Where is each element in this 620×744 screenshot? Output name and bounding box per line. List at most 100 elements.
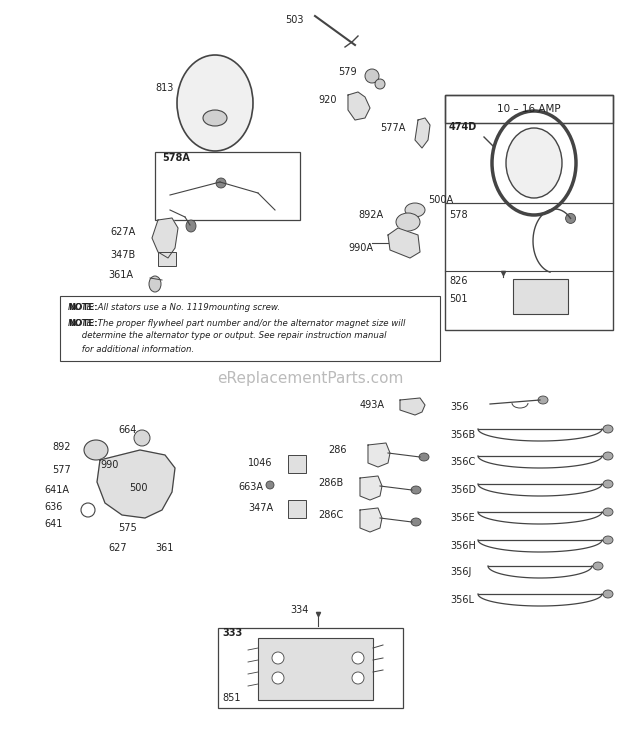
Ellipse shape [216, 178, 226, 188]
Polygon shape [348, 92, 370, 120]
Text: NOTE:: NOTE: [68, 318, 97, 327]
Text: 920: 920 [318, 95, 337, 105]
Ellipse shape [186, 220, 196, 232]
Text: determine the alternator type or output. See repair instruction manual: determine the alternator type or output.… [68, 332, 386, 341]
Text: 356B: 356B [450, 430, 476, 440]
Polygon shape [152, 218, 178, 258]
Bar [445, 95, 613, 330]
Text: 356H: 356H [450, 541, 476, 551]
Text: 1046: 1046 [248, 458, 273, 468]
Ellipse shape [603, 590, 613, 598]
Text: 356L: 356L [450, 595, 474, 605]
Text: 500: 500 [129, 483, 148, 493]
Text: 579: 579 [338, 67, 356, 77]
Text: 577: 577 [52, 465, 71, 475]
Text: 10 – 16 AMP: 10 – 16 AMP [497, 104, 561, 114]
Polygon shape [97, 450, 175, 518]
Ellipse shape [419, 453, 429, 461]
Text: 474D: 474D [449, 122, 477, 132]
Text: 503: 503 [285, 15, 304, 25]
Ellipse shape [266, 481, 274, 489]
Text: NOTE: All stators use a No. 1119mounting screw.: NOTE: All stators use a No. 1119mounting… [68, 304, 280, 312]
Bar [258, 638, 373, 700]
Polygon shape [360, 508, 382, 532]
Text: 286B: 286B [318, 478, 343, 488]
Text: 636: 636 [44, 502, 63, 512]
Ellipse shape [411, 486, 421, 494]
Text: 361A: 361A [108, 270, 133, 280]
Text: 333: 333 [222, 628, 242, 638]
Text: 664: 664 [118, 425, 136, 435]
Bar [288, 500, 306, 518]
Ellipse shape [538, 396, 548, 404]
Ellipse shape [411, 518, 421, 526]
Text: 990A: 990A [348, 243, 373, 253]
Polygon shape [415, 118, 430, 148]
Text: 663A: 663A [238, 482, 263, 492]
Text: 851: 851 [222, 693, 241, 703]
Ellipse shape [120, 460, 140, 476]
Ellipse shape [352, 652, 364, 664]
Ellipse shape [134, 430, 150, 446]
Ellipse shape [565, 214, 575, 223]
Bar [288, 455, 306, 473]
Text: 347A: 347A [248, 503, 273, 513]
Text: 501: 501 [449, 294, 467, 304]
Ellipse shape [593, 562, 603, 570]
Text: 356C: 356C [450, 457, 476, 467]
Text: 334: 334 [290, 605, 308, 615]
Text: 356: 356 [450, 402, 469, 412]
Ellipse shape [603, 452, 613, 460]
Text: 356D: 356D [450, 485, 476, 495]
Text: 493A: 493A [360, 400, 385, 410]
Text: 813: 813 [155, 83, 174, 93]
Ellipse shape [603, 508, 613, 516]
Text: 286: 286 [328, 445, 347, 455]
Ellipse shape [365, 69, 379, 83]
Text: 356J: 356J [450, 567, 471, 577]
Ellipse shape [272, 652, 284, 664]
Ellipse shape [396, 213, 420, 231]
Bar [445, 123, 613, 203]
Text: 641: 641 [44, 519, 63, 529]
Text: 286C: 286C [318, 510, 343, 520]
Bar [60, 296, 440, 361]
Bar [158, 252, 176, 266]
Text: for additional information.: for additional information. [68, 344, 194, 353]
Text: 627: 627 [108, 543, 126, 553]
Text: 577A: 577A [380, 123, 405, 133]
Ellipse shape [177, 55, 253, 151]
Ellipse shape [603, 480, 613, 488]
Ellipse shape [603, 536, 613, 544]
Text: 347B: 347B [110, 250, 135, 260]
Text: 575: 575 [118, 523, 137, 533]
Text: 641A: 641A [44, 485, 69, 495]
Text: 578: 578 [449, 210, 467, 220]
Text: NOTE: The proper flywheel part number and/or the alternator magnet size will: NOTE: The proper flywheel part number an… [68, 318, 405, 327]
Text: 892A: 892A [358, 210, 383, 220]
Text: 892: 892 [52, 442, 71, 452]
Polygon shape [360, 476, 382, 500]
Polygon shape [400, 398, 425, 415]
Bar [218, 628, 403, 708]
Text: 356E: 356E [450, 513, 475, 523]
Ellipse shape [149, 276, 161, 292]
Text: 627A: 627A [110, 227, 135, 237]
Ellipse shape [84, 440, 108, 460]
Ellipse shape [375, 79, 385, 89]
Text: 578A: 578A [162, 153, 190, 163]
Bar [513, 279, 568, 314]
Ellipse shape [203, 110, 227, 126]
Text: eReplacementParts.com: eReplacementParts.com [217, 371, 403, 385]
Text: 500A: 500A [428, 195, 453, 205]
Text: 361: 361 [155, 543, 174, 553]
Ellipse shape [272, 672, 284, 684]
Text: NOTE:: NOTE: [68, 304, 97, 312]
Ellipse shape [352, 672, 364, 684]
Ellipse shape [603, 425, 613, 433]
Ellipse shape [405, 203, 425, 217]
Bar [155, 152, 300, 220]
Ellipse shape [506, 128, 562, 198]
Polygon shape [388, 228, 420, 258]
Polygon shape [368, 443, 390, 467]
